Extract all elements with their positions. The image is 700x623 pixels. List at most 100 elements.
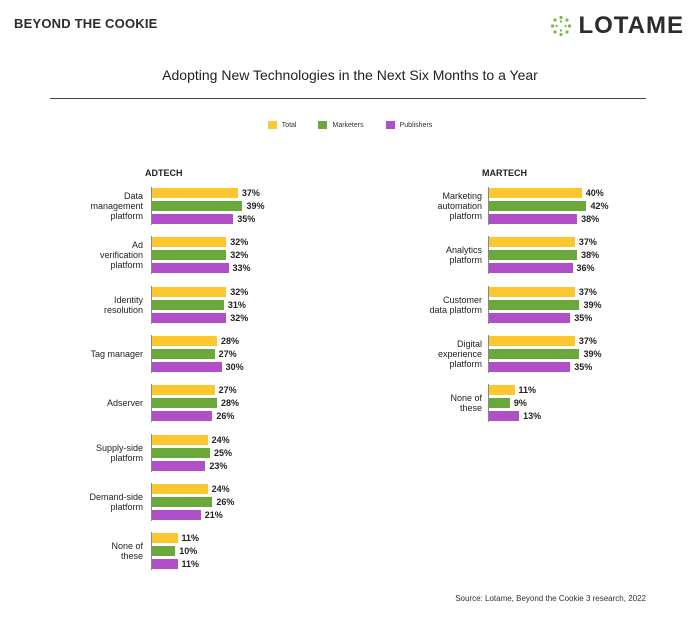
category-label-line: data platform [429, 304, 482, 315]
category-label: Adserver [33, 398, 143, 408]
bar-total [152, 385, 215, 396]
legend-swatch-marketers [318, 121, 328, 129]
category-label: Customer data platform [372, 295, 482, 315]
value-label-marketers: 42% [590, 201, 609, 211]
bar-marketers [152, 546, 176, 557]
bar-total [489, 237, 575, 248]
category-label-line: automation [437, 201, 482, 211]
value-label-total: 11% [518, 385, 537, 396]
bar-publishers [489, 214, 578, 224]
value-label-publishers: 35% [237, 214, 256, 224]
value-label-total: 11% [181, 533, 200, 544]
bar-marketers [152, 348, 215, 359]
bar-total [152, 335, 217, 346]
bar-marketers [489, 348, 580, 359]
panel-title-martech: MARTECH [482, 168, 527, 178]
value-label-total: 37% [241, 188, 260, 198]
category-axis [151, 433, 152, 472]
bar-total [152, 434, 208, 445]
category-label-line: platform [449, 211, 482, 221]
bar-total [152, 286, 227, 297]
value-label-publishers: 33% [232, 263, 251, 274]
category-label-line: Identity [113, 294, 143, 305]
bar-marketers [152, 398, 217, 409]
category-axis [488, 334, 489, 373]
legend-item-total: Total [267, 121, 296, 129]
category-label-line: platform [449, 255, 482, 266]
value-label-marketers: 39% [246, 201, 265, 211]
category-label-line: Tag manager [90, 348, 143, 359]
value-label-total: 37% [578, 335, 597, 346]
value-label-publishers: 32% [230, 312, 249, 323]
category-axis [488, 285, 489, 324]
category-label-line: platform [110, 211, 143, 221]
value-label-publishers: 30% [225, 361, 244, 372]
value-label-total: 28% [220, 335, 239, 346]
value-label-total: 24% [211, 434, 230, 445]
category-label-line: these [459, 403, 482, 414]
category-axis [488, 236, 489, 275]
value-label-total: 32% [230, 286, 249, 297]
bar-publishers [152, 460, 206, 471]
category-axis [151, 236, 152, 275]
category-label-line: Adserver [106, 398, 143, 409]
bar-total [489, 335, 575, 346]
value-label-publishers: 23% [209, 460, 228, 471]
category-label-line: Data [123, 191, 143, 201]
category-label-line: these [120, 551, 143, 562]
category-label-line: resolution [103, 304, 143, 315]
value-label-publishers: 21% [204, 509, 223, 520]
value-label-total: 27% [218, 385, 237, 396]
category-label-line: platform [110, 260, 143, 271]
bar-marketers [152, 201, 243, 211]
value-label-marketers: 27% [218, 348, 237, 359]
category-axis [151, 187, 152, 225]
category-label-line: Supply-side [95, 442, 143, 453]
value-label-publishers: 35% [574, 312, 593, 323]
legend-swatch-total [267, 121, 277, 129]
lotame-logo-text: LOTAME [578, 12, 684, 39]
legend-item-marketers: Marketers [318, 121, 364, 129]
value-label-marketers: 39% [583, 348, 602, 359]
bar-marketers [152, 299, 224, 310]
bar-marketers [152, 496, 213, 507]
category-label-line: platform [110, 452, 143, 463]
category-label: Ad verification platform [33, 240, 143, 270]
bar-marketers [489, 299, 580, 310]
category-label-line: Marketing [442, 191, 482, 201]
legend-swatch-publishers [385, 121, 395, 129]
value-label-publishers: 36% [576, 263, 595, 274]
bar-total [152, 483, 208, 494]
bar-publishers [152, 411, 213, 422]
bar-total [152, 533, 178, 544]
category-label-line: verification [99, 250, 143, 261]
bar-total [489, 286, 575, 297]
category-label-line: Analytics [445, 245, 482, 256]
category-label-line: Customer [442, 294, 482, 305]
category-label-line: None of [111, 541, 143, 552]
category-label-line: management [90, 201, 143, 211]
category-axis [151, 532, 152, 571]
legend-label-marketers: Marketers [332, 121, 364, 129]
bar-total [489, 188, 582, 198]
value-label-marketers: 10% [179, 546, 198, 557]
category-label-line: Demand-side [89, 491, 143, 502]
category-axis [488, 384, 489, 423]
bar-marketers [489, 398, 510, 409]
panel-title-adtech: ADTECH [145, 168, 183, 178]
value-label-marketers: 32% [230, 250, 249, 261]
category-axis [151, 482, 152, 521]
bar-publishers [152, 361, 222, 372]
bar-publishers [489, 361, 571, 372]
value-label-marketers: 28% [220, 398, 239, 409]
category-axis [151, 384, 152, 423]
legend: Total Marketers Publishers [0, 121, 700, 129]
category-label: Demand-side platform [33, 492, 143, 512]
category-axis [488, 187, 489, 225]
value-label-marketers: 38% [581, 250, 600, 261]
legend-item-publishers: Publishers [385, 121, 432, 129]
category-label-line: Digital [456, 338, 482, 349]
bar-marketers [152, 250, 227, 261]
bar-publishers [152, 263, 229, 274]
value-label-publishers: 11% [181, 559, 200, 570]
